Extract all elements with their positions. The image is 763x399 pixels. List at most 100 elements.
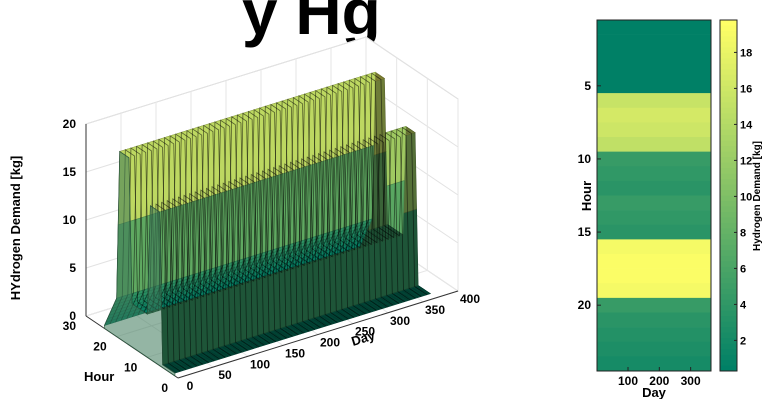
colorbar-tick-label: 12 (740, 155, 752, 167)
colorbar-step (720, 20, 737, 26)
heatmap-cell (597, 78, 711, 94)
colorbar-step (720, 118, 737, 125)
mesh-line (171, 129, 243, 353)
heatmap-cell (597, 327, 711, 343)
colorbar-step (720, 25, 737, 32)
colorbar-step (720, 74, 737, 81)
mesh-line (210, 117, 282, 341)
heatmap-cell (597, 195, 711, 211)
heatmap-cell (597, 341, 711, 357)
y-tick-label: 10 (124, 360, 138, 374)
mesh-line (266, 100, 338, 323)
colorbar-step (720, 299, 737, 306)
colorbar-step (720, 222, 737, 229)
heatmap-labels: Hour Day Hydrogen Demand [kg] (579, 141, 763, 399)
mesh-line (311, 86, 383, 310)
mesh-line (255, 103, 327, 327)
colorbar-step (720, 316, 737, 323)
mesh-line (249, 105, 321, 329)
colorbar-step (720, 91, 737, 98)
mesh-line (305, 88, 377, 311)
colorbar-step (720, 255, 737, 262)
colorbar-step (720, 244, 737, 251)
heatmap-cell (597, 122, 711, 138)
colorbar-step (720, 228, 737, 235)
colorbar-tick-label: 10 (740, 191, 752, 203)
mesh-line (339, 77, 411, 301)
mesh-line (356, 72, 428, 296)
colorbar-step (720, 206, 737, 213)
colorbar-step (720, 360, 737, 366)
heatmap-cell (597, 166, 711, 182)
mesh-line (221, 114, 293, 337)
colorbar-tick-label: 16 (740, 83, 752, 95)
colorbar-step (720, 162, 737, 169)
colorbar-step (720, 200, 737, 207)
z-tick-label: 20 (63, 117, 77, 131)
x-tick-label: 50 (218, 368, 232, 382)
x-tick-label: 0 (187, 379, 194, 393)
mesh-line (300, 89, 372, 313)
heatmap-cell (597, 151, 711, 167)
colorbar-step (720, 338, 737, 344)
mesh-line (160, 133, 232, 356)
heatmap-y-tick-label: 15 (578, 225, 592, 239)
colorbar-step (720, 151, 737, 158)
colorbar-tick-label: 14 (740, 119, 753, 131)
colorbar-step (720, 288, 737, 295)
colorbar-tick-label: 2 (740, 335, 746, 347)
heatmap-cell (597, 312, 711, 328)
x-tick-label: 350 (425, 303, 445, 317)
heatmap-cell (597, 180, 711, 196)
heatmap-cell (597, 63, 711, 79)
mesh-line (294, 91, 366, 315)
colorbar-step (720, 354, 737, 361)
y-tick-label: 0 (161, 381, 168, 395)
colorbar-frame (719, 19, 738, 372)
colorbar-step (720, 266, 737, 273)
colorbar-tick-label: 18 (740, 47, 752, 59)
mesh-line (165, 131, 237, 355)
heatmap-y-tick-label: 5 (584, 79, 591, 93)
mesh-line (328, 81, 400, 304)
heatmap-frame (596, 19, 712, 372)
mesh-line (188, 124, 260, 348)
heatmap-cell (597, 137, 711, 152)
colorbar-step (720, 102, 737, 109)
colorbar-step (720, 41, 737, 48)
heatmap-cell (597, 20, 711, 35)
heatmap-y-axis-label: Hour (579, 181, 594, 211)
heatmap-cell (597, 356, 711, 372)
colorbar-label: Hydrogen Demand [kg] (752, 141, 763, 251)
mesh-line (204, 119, 276, 343)
colorbar-step (720, 168, 737, 174)
mesh-line (272, 98, 344, 322)
mesh-line (227, 112, 299, 336)
colorbar-step (720, 135, 737, 142)
colorbar-step (720, 80, 737, 87)
colorbar-step (720, 211, 737, 218)
heatmap-cell (597, 107, 711, 123)
x-tick-label: 150 (285, 346, 305, 360)
colorbar-step (720, 184, 737, 191)
colorbar-step (720, 349, 737, 355)
colorbar-step (720, 30, 737, 37)
colorbar-step (720, 195, 737, 202)
mesh-line (126, 143, 198, 367)
colorbar-step (720, 173, 737, 180)
x-tick-label: 100 (250, 357, 270, 371)
surface-plot (103, 71, 432, 377)
heatmap-cell (597, 93, 711, 109)
mesh-line (182, 126, 254, 350)
mesh-line (288, 93, 360, 316)
x-tick-label: 400 (460, 292, 480, 306)
y-tick-label: 30 (63, 319, 77, 333)
colorbar-step (720, 250, 737, 257)
colorbar-step (720, 233, 737, 240)
colorbar-step (720, 113, 737, 120)
z-axis-label: HYdrogen Demand [kg] (8, 156, 23, 300)
x-axis-line (177, 290, 459, 379)
colorbar-step (720, 69, 737, 76)
colorbar-tick-label: 8 (740, 227, 746, 239)
